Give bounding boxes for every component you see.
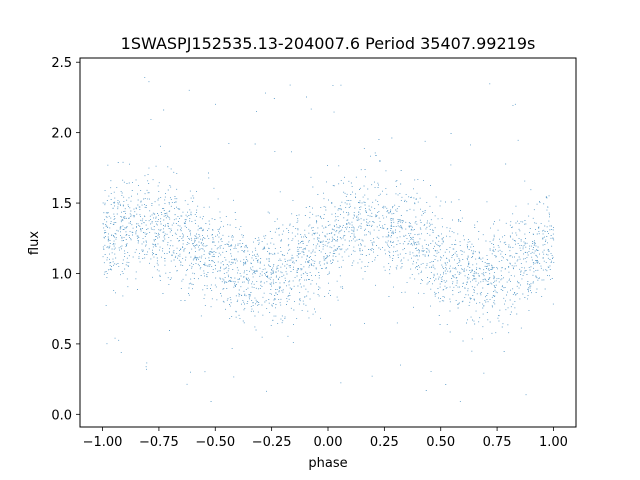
y-axis-ticks: 0.0 0.5 1.0 1.5 2.0 2.5 bbox=[51, 56, 80, 423]
y-tick-label: 1.0 bbox=[51, 267, 72, 282]
y-tick-label: 2.0 bbox=[51, 127, 72, 142]
y-tick-label: 0.0 bbox=[51, 408, 72, 423]
x-tick-label: 0.25 bbox=[370, 435, 399, 450]
chart-title: 1SWASPJ152535.13-204007.6 Period 35407.9… bbox=[121, 34, 536, 53]
y-tick-label: 0.5 bbox=[51, 338, 72, 353]
y-tick-label: 2.5 bbox=[51, 56, 72, 71]
x-axis-label: phase bbox=[308, 456, 347, 471]
y-axis-label: flux bbox=[27, 231, 42, 255]
scatter-points bbox=[102, 76, 555, 402]
x-tick-label: 0.50 bbox=[426, 435, 455, 450]
y-tick-label: 1.5 bbox=[51, 197, 72, 212]
x-tick-label: −1.00 bbox=[83, 435, 123, 450]
x-tick-label: −0.25 bbox=[252, 435, 292, 450]
x-tick-label: −0.75 bbox=[139, 435, 179, 450]
x-tick-label: 0.75 bbox=[483, 435, 512, 450]
data-point-cloud bbox=[102, 76, 555, 402]
x-axis-ticks: −1.00 −0.75 −0.50 −0.25 0.00 0.25 0.50 0.75 1.00 bbox=[83, 427, 568, 450]
x-tick-label: −0.50 bbox=[195, 435, 235, 450]
x-tick-label: 1.00 bbox=[539, 435, 568, 450]
x-tick-label: 0.00 bbox=[314, 435, 343, 450]
